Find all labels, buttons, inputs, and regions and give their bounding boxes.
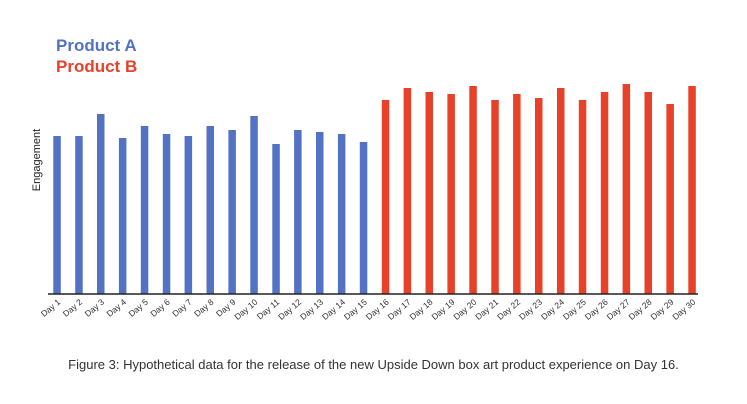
x-tick-label: Day 23 — [517, 297, 544, 322]
bar-product-b-day-21 — [491, 100, 499, 294]
bar-product-a-day-14 — [337, 134, 346, 294]
bars-group — [53, 84, 696, 294]
x-tick-label: Day 13 — [298, 297, 325, 322]
bar-product-b-day-23 — [535, 98, 543, 294]
x-tick-label: Day 18 — [408, 297, 435, 322]
x-tick-label: Day 21 — [473, 297, 500, 322]
bar-product-a-day-6 — [162, 134, 171, 294]
figure-caption: Figure 3: Hypothetical data for the rele… — [68, 357, 679, 372]
x-tick-label: Day 19 — [429, 297, 456, 322]
x-tick-label: Day 24 — [539, 297, 566, 322]
bar-product-a-day-13 — [316, 132, 324, 294]
bar-product-a-day-3 — [97, 114, 105, 294]
x-tick-label: Day 6 — [148, 297, 172, 319]
x-tick-label: Day 11 — [255, 297, 282, 322]
legend-product-a: Product A — [56, 36, 137, 55]
bar-product-a-day-11 — [272, 144, 280, 294]
x-tick-label: Day 10 — [232, 297, 259, 322]
x-tick-label: Day 5 — [126, 297, 150, 319]
bar-product-b-day-16 — [381, 100, 390, 294]
x-tick-label: Day 27 — [605, 297, 632, 322]
x-tick-label: Day 4 — [105, 297, 129, 319]
bar-product-a-day-5 — [140, 126, 149, 294]
x-tick-label: Day 28 — [627, 297, 654, 322]
bar-chart: Product A Product B Engagement Day 1Day … — [31, 36, 698, 322]
bar-product-a-day-8 — [206, 126, 214, 294]
x-tick-label: Day 2 — [61, 297, 85, 319]
bar-product-b-day-19 — [447, 94, 455, 294]
x-tick-label: Day 1 — [39, 297, 63, 319]
x-tick-label: Day 8 — [192, 297, 216, 319]
bar-product-a-day-9 — [228, 130, 236, 294]
x-tick-label: Day 26 — [583, 297, 610, 322]
bar-product-a-day-4 — [118, 138, 127, 294]
y-axis-label: Engagement — [31, 129, 43, 191]
bar-product-b-day-28 — [644, 92, 652, 294]
bar-product-b-day-18 — [425, 92, 433, 294]
bar-product-a-day-7 — [184, 136, 193, 294]
bar-product-b-day-17 — [403, 88, 412, 294]
bar-product-a-day-1 — [53, 136, 61, 294]
bar-product-b-day-20 — [469, 86, 477, 294]
bar-product-b-day-29 — [666, 104, 674, 294]
bar-product-b-day-22 — [513, 94, 521, 294]
bar-product-b-day-26 — [600, 92, 609, 294]
bar-product-a-day-12 — [294, 130, 302, 294]
x-tick-label: Day 16 — [364, 297, 391, 322]
x-tick-label: Day 14 — [320, 297, 347, 322]
x-tick-label: Day 20 — [451, 297, 478, 322]
x-tick-label: Day 25 — [561, 297, 588, 322]
bar-product-b-day-25 — [578, 100, 587, 294]
x-tick-label: Day 30 — [670, 297, 697, 322]
x-tick-label: Day 7 — [170, 297, 194, 319]
x-tick-label: Day 12 — [276, 297, 303, 322]
legend-product-b: Product B — [56, 57, 137, 76]
x-tick-label: Day 17 — [386, 297, 413, 322]
x-tick-label: Day 3 — [83, 297, 107, 319]
x-tick-label: Day 15 — [342, 297, 369, 322]
x-tick-label: Day 29 — [648, 297, 675, 322]
x-tick-label: Day 22 — [495, 297, 522, 322]
bar-product-a-day-15 — [359, 142, 368, 294]
bar-product-a-day-10 — [250, 116, 258, 294]
bar-product-b-day-27 — [622, 84, 631, 294]
bar-product-a-day-2 — [75, 136, 83, 294]
bar-product-b-day-30 — [688, 86, 696, 294]
bar-product-b-day-24 — [557, 88, 565, 294]
